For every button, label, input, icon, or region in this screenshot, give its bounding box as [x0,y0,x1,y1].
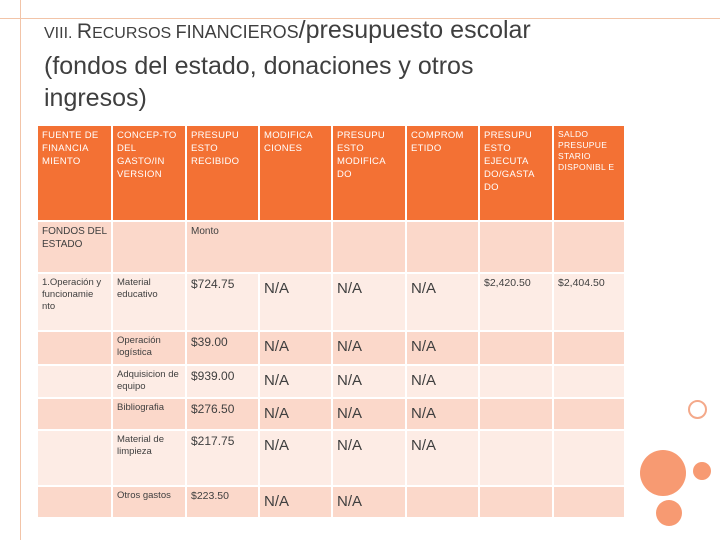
cell-fuente [36,429,113,487]
header-ejecutado: PRESUPU ESTO EJECUTA DO/GASTA DO [478,124,554,222]
table-row: Bibliografia $276.50 N/A N/A N/A [36,397,626,431]
table-row: Otros gastos $223.50 N/A N/A [36,485,626,519]
cell-concepto: Otros gastos [111,485,187,519]
table-row: Operación logística $39.00 N/A N/A N/A [36,330,626,366]
cell-modificaciones: N/A [258,364,333,399]
slide-title: VIII. RECURSOS FINANCIEROS/presupuesto e… [44,14,644,114]
fondos-empty [478,220,554,274]
header-recibido: PRESUPU ESTO RECIBIDO [185,124,260,222]
cell-fuente: 1.Operación y funcionamie nto [36,272,113,332]
cell-saldo [552,364,626,399]
cell-modificaciones: N/A [258,397,333,431]
cell-recibido: $39.00 [185,330,260,366]
header-row: FUENTE DE FINANCIA MIENTO CONCEP-TO DEL … [36,124,626,222]
cell-fuente [36,397,113,431]
cell-comprometido: N/A [405,272,480,332]
cell-comprometido: N/A [405,397,480,431]
title-prefix: VIII. [44,25,77,42]
cell-saldo [552,397,626,431]
cell-saldo: $2,404.50 [552,272,626,332]
cell-ejecutado [478,397,554,431]
cell-concepto: Adquisicion de equipo [111,364,187,399]
cell-saldo [552,330,626,366]
fondos-empty [552,220,626,274]
header-comprometido: COMPROM ETIDO [405,124,480,222]
cell-modificaciones: N/A [258,429,333,487]
header-concepto: CONCEP-TO DEL GASTO/IN VERSION [111,124,187,222]
cell-comprometido: N/A [405,330,480,366]
cell-concepto: Operación logística [111,330,187,366]
header-fuente: FUENTE DE FINANCIA MIENTO [36,124,113,222]
title-financieros: FINANCIEROS [175,22,299,42]
cell-modificado: N/A [331,485,407,519]
table-row: Adquisicion de equipo $939.00 N/A N/A N/… [36,364,626,399]
cell-modificado: N/A [331,429,407,487]
cell-modificaciones: N/A [258,330,333,366]
decor-vertical-line [20,0,21,540]
cell-modificaciones: N/A [258,272,333,332]
fondos-empty [331,220,407,274]
cell-modificaciones: N/A [258,485,333,519]
cell-concepto: Material de limpieza [111,429,187,487]
cell-ejecutado [478,429,554,487]
fondos-empty [405,220,480,274]
cell-ejecutado [478,485,554,519]
cell-concepto: Bibliografia [111,397,187,431]
title-line2: (fondos del estado, donaciones y otros [44,52,474,80]
fondos-empty [111,220,187,274]
header-modificaciones: MODIFICA CIONES [258,124,333,222]
cell-comprometido: N/A [405,429,480,487]
cell-modificado: N/A [331,330,407,366]
cell-saldo [552,429,626,487]
title-presupuesto: /presupuesto escolar [298,16,531,44]
title-line3: ingresos) [44,84,147,112]
decor-horizontal-line [0,18,720,19]
cell-saldo [552,485,626,519]
title-r: R [76,20,93,43]
cell-ejecutado [478,330,554,366]
cell-recibido: $724.75 [185,272,260,332]
cell-ejecutado [478,364,554,399]
decor-circle-large [640,450,686,496]
cell-modificado: N/A [331,272,407,332]
cell-recibido: $223.50 [185,485,260,519]
fondos-row: FONDOS DEL ESTADO Monto [36,220,626,274]
title-recursos: ECURSOS [92,25,176,42]
decor-ring [688,400,707,419]
cell-modificado: N/A [331,364,407,399]
header-modificado: PRESUPU ESTO MODIFICA DO [331,124,407,222]
cell-fuente [36,330,113,366]
monto-label: Monto [185,220,333,274]
decor-circle-small-bottom [656,500,682,526]
decor-circle-small-right [693,462,711,480]
table-row: Material de limpieza $217.75 N/A N/A N/A [36,429,626,487]
cell-concepto: Material educativo [111,272,187,332]
budget-table: FUENTE DE FINANCIA MIENTO CONCEP-TO DEL … [36,124,626,519]
cell-ejecutado: $2,420.50 [478,272,554,332]
cell-comprometido: N/A [405,364,480,399]
cell-fuente [36,364,113,399]
cell-recibido: $939.00 [185,364,260,399]
cell-comprometido [405,485,480,519]
header-saldo: SALDO PRESUPUE STARIO DISPONIBL E [552,124,626,222]
fondos-label: FONDOS DEL ESTADO [36,220,113,274]
table-row: 1.Operación y funcionamie nto Material e… [36,272,626,332]
cell-recibido: $217.75 [185,429,260,487]
cell-modificado: N/A [331,397,407,431]
cell-fuente [36,485,113,519]
cell-recibido: $276.50 [185,397,260,431]
